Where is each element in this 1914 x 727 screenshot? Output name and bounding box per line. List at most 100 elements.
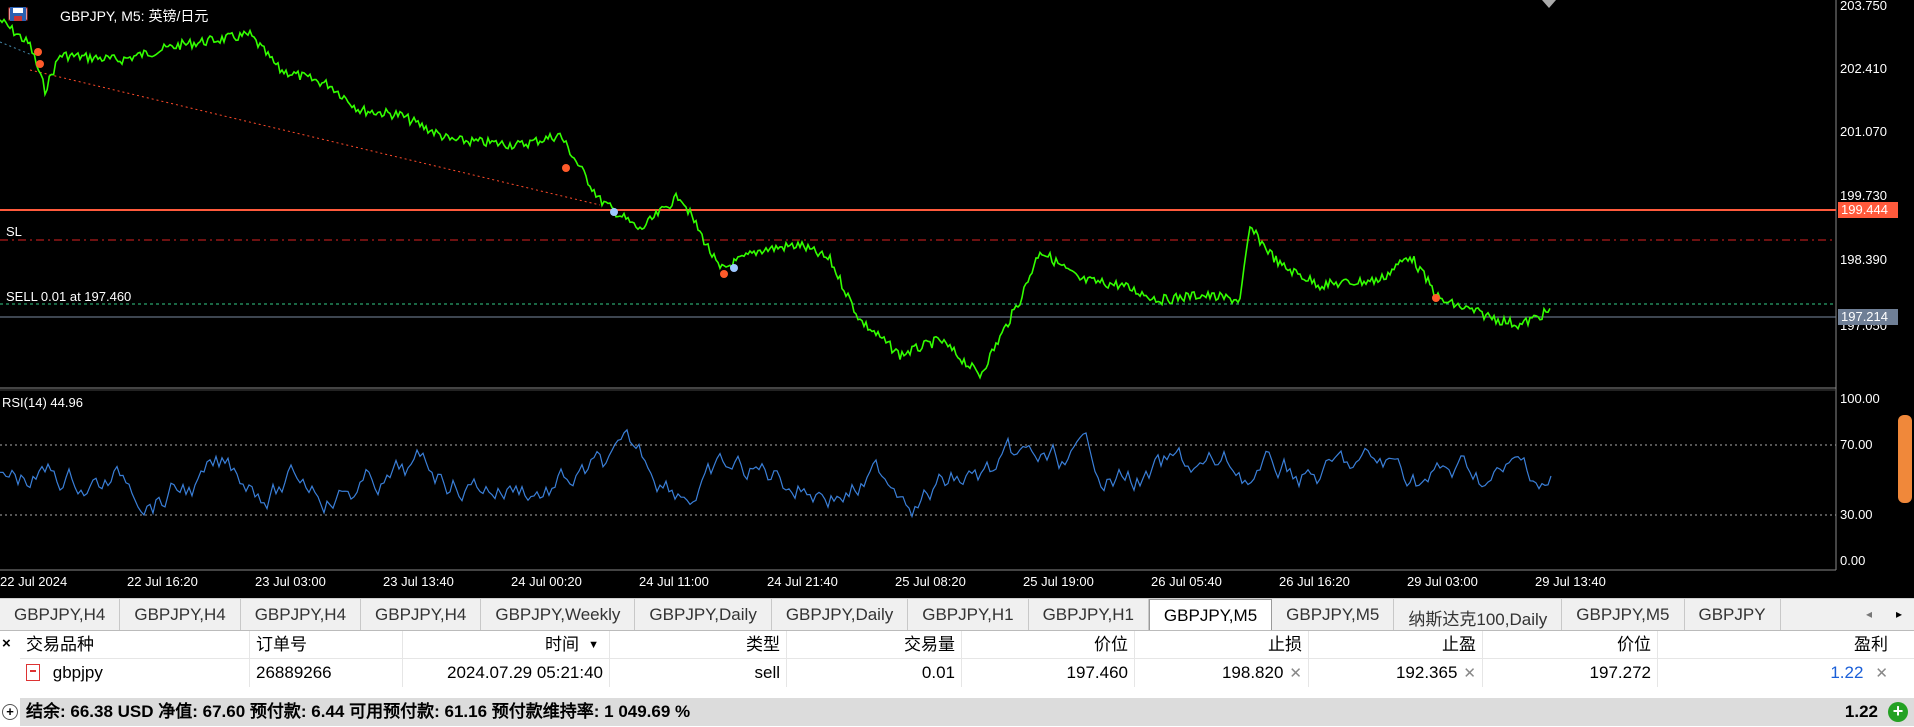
price-scale-label: 202.410 — [1840, 61, 1887, 76]
col-profit[interactable]: 盈利 — [1854, 634, 1888, 654]
col-order[interactable]: 订单号 — [250, 630, 403, 659]
row-symbol: gbpjpy — [52, 663, 103, 682]
current-price-tag: 197.214 — [1838, 309, 1898, 325]
chart-tab[interactable]: GBPJPY,M5 — [1148, 599, 1273, 630]
rsi-title: RSI(14) 44.96 — [2, 395, 83, 410]
trade-marker[interactable] — [720, 270, 728, 278]
remove-tp-icon[interactable]: ✕ — [1463, 665, 1476, 682]
trade-marker[interactable] — [610, 208, 618, 216]
chart-area[interactable]: GBPJPY, M5: 英镑/日元 SL SELL 0.01 at 197.46… — [0, 0, 1914, 590]
price-scale-label: 198.390 — [1840, 252, 1887, 267]
col-type[interactable]: 类型 — [610, 630, 787, 659]
trade-marker[interactable] — [36, 60, 44, 68]
row-tp-cell[interactable]: 192.365 ✕ — [1309, 659, 1483, 687]
chart-tab[interactable]: GBPJPY,H4 — [361, 599, 482, 630]
row-profit-cell[interactable]: 1.22 ✕ — [1658, 659, 1894, 687]
time-axis-label: 24 Jul 00:20 — [511, 574, 582, 589]
chart-title: GBPJPY, M5: 英镑/日元 — [8, 6, 208, 26]
sl-price-tag: 199.444 — [1838, 202, 1898, 218]
time-axis-label: 29 Jul 03:00 — [1407, 574, 1478, 589]
price-scale-label: 201.070 — [1840, 124, 1887, 139]
time-axis-label: 25 Jul 08:20 — [895, 574, 966, 589]
rsi-scale-label: 100.00 — [1840, 391, 1880, 406]
row-tp: 192.365 — [1395, 663, 1458, 682]
rsi-line — [0, 428, 1552, 519]
time-axis-label: 22 Jul 2024 — [0, 574, 68, 589]
remove-sl-icon[interactable]: ✕ — [1289, 665, 1302, 682]
chart-tab-bar: GBPJPY,H4 GBPJPY,H4 GBPJPY,H4 GBPJPY,H4 GBPJ… — [0, 598, 1914, 630]
time-axis-label: 25 Jul 19:00 — [1023, 574, 1094, 589]
chart-symbol-title: GBPJPY, M5: 英镑/日元 — [60, 8, 209, 24]
tab-prev-button[interactable]: ◂ — [1865, 607, 1873, 621]
indicator-scroll-handle[interactable] — [1898, 415, 1912, 503]
col-time[interactable]: 时间 ▼ — [403, 630, 610, 659]
trade-marker[interactable] — [1432, 294, 1440, 302]
col-price[interactable]: 价位 — [962, 630, 1135, 659]
total-profit: 1.22 — [1844, 702, 1878, 721]
expand-icon[interactable]: + — [2, 704, 18, 720]
trade-marker[interactable] — [34, 48, 42, 56]
col-tp[interactable]: 止盈 — [1309, 630, 1483, 659]
col-symbol[interactable]: 交易品种 — [20, 630, 250, 659]
chart-save-icon[interactable] — [10, 7, 54, 24]
price-scale-label: 199.730 — [1840, 188, 1887, 203]
time-axis-label: 26 Jul 05:40 — [1151, 574, 1222, 589]
time-axis-label: 22 Jul 16:20 — [127, 574, 198, 589]
time-axis-label: 26 Jul 16:20 — [1279, 574, 1350, 589]
trade-marker[interactable] — [562, 164, 570, 172]
sell-order-label: SELL 0.01 at 197.460 — [6, 289, 132, 304]
chart-tab[interactable]: GBPJPY,H4 — [120, 599, 241, 630]
trade-panel: × 交易品种 订单号 时间 ▼ 类型 交易量 价位 止损 止盈 价位 盈利 gb… — [0, 630, 1914, 727]
chart-tab[interactable]: GBPJPY,Weekly — [481, 599, 636, 630]
chart-tab[interactable]: GBPJPY,Daily — [772, 599, 909, 630]
sort-down-icon: ▼ — [588, 638, 599, 651]
row-sl-cell[interactable]: 198.820 ✕ — [1135, 659, 1309, 687]
col-time-label: 时间 — [545, 634, 579, 654]
chart-tab[interactable]: GBPJPY,Daily — [635, 599, 772, 630]
trade-table-header: 交易品种 订单号 时间 ▼ 类型 交易量 价位 止损 止盈 价位 盈利 — [20, 630, 1914, 659]
sell-order-icon — [26, 664, 40, 681]
tab-next-button[interactable]: ▸ — [1895, 607, 1903, 621]
close-icon[interactable]: × — [2, 635, 11, 652]
row-price: 197.460 — [962, 659, 1135, 687]
price-line — [0, 18, 1551, 380]
rsi-scale-label: 70.00 — [1840, 437, 1873, 452]
row-type: sell — [610, 659, 787, 687]
chart-tab[interactable]: GBPJPY,H4 — [241, 599, 362, 630]
trade-marker[interactable] — [730, 264, 738, 272]
chart-shift-marker[interactable] — [1542, 0, 1556, 8]
row-time: 2024.07.29 05:21:40 — [403, 659, 610, 687]
row-current-price: 197.272 — [1483, 659, 1658, 687]
trade-markers[interactable] — [34, 48, 1440, 302]
time-axis-label: 23 Jul 13:40 — [383, 574, 454, 589]
col-sl[interactable]: 止损 — [1135, 630, 1309, 659]
row-symbol-cell: gbpjpy — [20, 659, 250, 687]
chart-tab[interactable]: GBPJPY,H4 — [0, 599, 121, 630]
row-sl: 198.820 — [1221, 663, 1284, 682]
account-summary: + 结余: 66.38 USD 净值: 67.60 预付款: 6.44 可用预付… — [2, 698, 1914, 726]
row-profit: 1.22 — [1830, 663, 1864, 682]
time-axis-label: 23 Jul 03:00 — [255, 574, 326, 589]
table-row[interactable]: gbpjpy 26889266 2024.07.29 05:21:40 sell… — [20, 659, 1914, 687]
chart-tab[interactable]: 纳斯达克100,Daily — [1394, 599, 1563, 630]
row-volume: 0.01 — [787, 659, 962, 687]
chart-canvas — [0, 0, 1837, 571]
row-order: 26889266 — [250, 659, 403, 687]
chart-tab[interactable]: GBPJPY,H1 — [908, 599, 1029, 630]
time-axis-label: 24 Jul 11:00 — [639, 574, 709, 589]
rsi-scale-label: 0.00 — [1840, 553, 1866, 568]
chart-tab[interactable]: GBPJPY,M5 — [1272, 599, 1395, 630]
chart-tab[interactable]: GBPJPY,H1 — [1029, 599, 1149, 630]
chart-tab[interactable]: GBPJPY — [1685, 599, 1781, 630]
sl-label: SL — [6, 224, 22, 239]
time-axis-label: 24 Jul 21:40 — [767, 574, 838, 589]
close-position-icon[interactable]: ✕ — [1875, 665, 1888, 682]
add-order-icon[interactable]: + — [1888, 702, 1908, 722]
time-axis-label: 29 Jul 13:40 — [1535, 574, 1606, 589]
chart-tab[interactable]: GBPJPY,M5 — [1562, 599, 1685, 630]
history-trade-line — [29, 69, 601, 206]
col-volume[interactable]: 交易量 — [787, 630, 962, 659]
tab-nav: ◂ ▸ — [1854, 599, 1914, 629]
rsi-scale-label: 30.00 — [1840, 507, 1873, 522]
col-current-price[interactable]: 价位 — [1483, 630, 1658, 659]
